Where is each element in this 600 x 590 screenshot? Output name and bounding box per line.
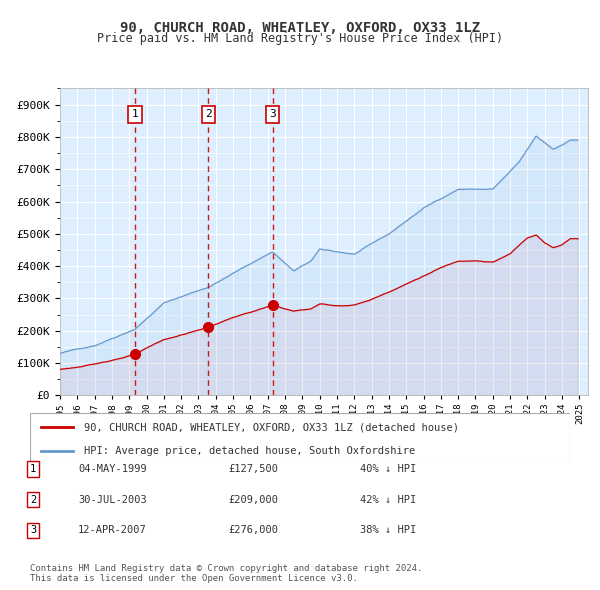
Text: Contains HM Land Registry data © Crown copyright and database right 2024.
This d: Contains HM Land Registry data © Crown c… [30,563,422,583]
Text: 2: 2 [205,109,212,119]
Text: 12-APR-2007: 12-APR-2007 [78,526,147,535]
Text: 90, CHURCH ROAD, WHEATLEY, OXFORD, OX33 1LZ: 90, CHURCH ROAD, WHEATLEY, OXFORD, OX33 … [120,21,480,35]
Text: 2: 2 [30,495,36,504]
Text: 42% ↓ HPI: 42% ↓ HPI [360,495,416,504]
Text: 38% ↓ HPI: 38% ↓ HPI [360,526,416,535]
Text: 3: 3 [30,526,36,535]
Text: 40% ↓ HPI: 40% ↓ HPI [360,464,416,474]
Text: 30-JUL-2003: 30-JUL-2003 [78,495,147,504]
Text: Price paid vs. HM Land Registry's House Price Index (HPI): Price paid vs. HM Land Registry's House … [97,32,503,45]
Text: £276,000: £276,000 [228,526,278,535]
Text: 1: 1 [30,464,36,474]
FancyBboxPatch shape [30,413,570,463]
Text: 04-MAY-1999: 04-MAY-1999 [78,464,147,474]
Text: 1: 1 [132,109,139,119]
Text: 3: 3 [269,109,276,119]
Text: HPI: Average price, detached house, South Oxfordshire: HPI: Average price, detached house, Sout… [84,445,415,455]
Text: £127,500: £127,500 [228,464,278,474]
Text: £209,000: £209,000 [228,495,278,504]
Text: 90, CHURCH ROAD, WHEATLEY, OXFORD, OX33 1LZ (detached house): 90, CHURCH ROAD, WHEATLEY, OXFORD, OX33 … [84,422,459,432]
